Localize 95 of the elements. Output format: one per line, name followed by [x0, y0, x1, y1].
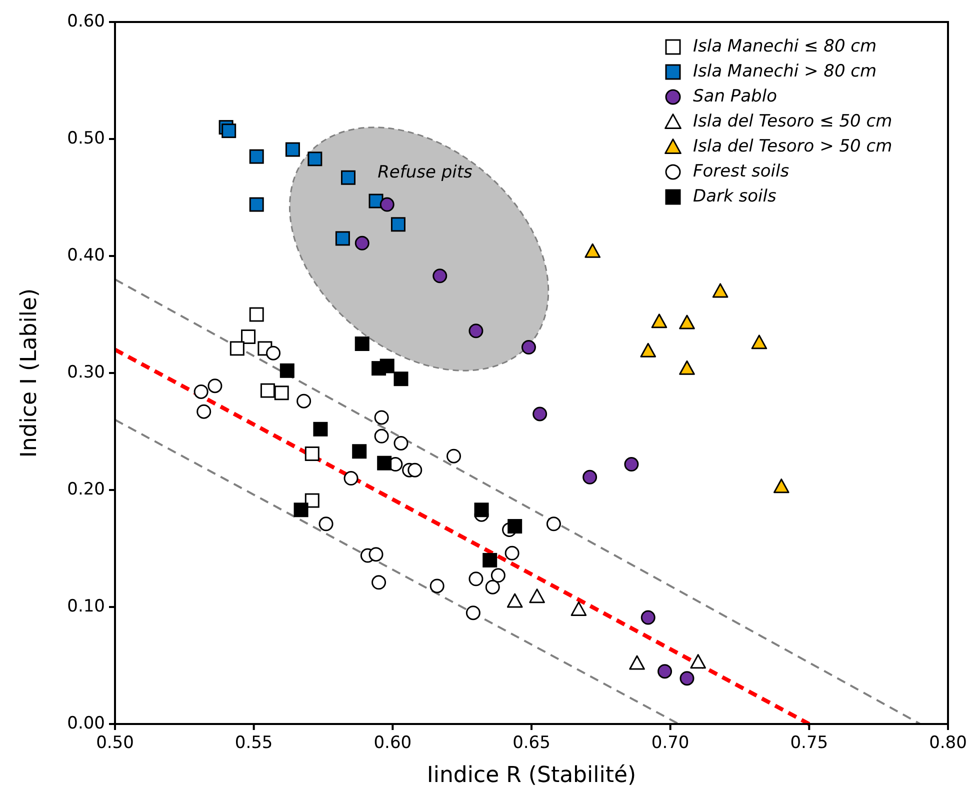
point	[352, 444, 367, 459]
x-tick-label: 0.50	[96, 733, 134, 753]
point	[368, 547, 384, 562]
legend-label: Isla del Tesoro ≤ 50 cm	[693, 112, 892, 132]
point	[377, 456, 392, 470]
point	[640, 610, 656, 625]
point	[354, 336, 370, 351]
point	[230, 341, 244, 356]
point	[504, 546, 520, 560]
annotation: Refuse pits	[378, 162, 473, 183]
point	[474, 502, 489, 518]
point	[584, 243, 600, 258]
point	[468, 324, 484, 338]
point	[266, 346, 281, 360]
point	[194, 384, 208, 399]
point	[546, 516, 561, 532]
point	[490, 568, 506, 583]
point	[482, 552, 498, 568]
y-tick-label: 0.00	[67, 714, 105, 734]
point	[690, 654, 706, 669]
legend-label: Isla del Tesoro > 50 cm	[693, 136, 892, 157]
point	[374, 410, 389, 425]
legend-label: Isla Manechi ≤ 80 cm	[693, 36, 877, 57]
x-axis-title: Iindice R (Stabilité)	[426, 763, 636, 788]
point	[679, 314, 695, 330]
point	[318, 516, 334, 532]
point	[249, 149, 264, 164]
point	[380, 358, 394, 374]
point	[432, 268, 448, 284]
point	[241, 329, 256, 344]
x-tick-label: 0.80	[929, 733, 967, 753]
point	[304, 446, 320, 461]
x-tick-label: 0.70	[651, 733, 690, 753]
point	[532, 406, 548, 422]
point	[466, 606, 480, 620]
point	[629, 655, 645, 670]
point	[380, 197, 394, 212]
point	[304, 493, 320, 508]
legend-label: San Pablo	[693, 86, 777, 107]
point	[508, 519, 522, 534]
y-tick-label: 0.60	[67, 12, 105, 32]
point	[446, 448, 462, 464]
point	[294, 502, 308, 518]
x-tick-label: 0.65	[512, 733, 550, 753]
point	[651, 314, 668, 328]
y-tick-label: 0.40	[67, 246, 105, 266]
point	[394, 436, 408, 450]
point	[774, 478, 790, 494]
point	[408, 462, 422, 478]
legend-label: Forest soils	[693, 162, 790, 182]
point	[582, 470, 598, 484]
point	[751, 334, 768, 350]
point	[249, 307, 264, 322]
point	[374, 428, 389, 444]
point	[529, 588, 545, 604]
y-axis-title: Indice I (Labile)	[17, 288, 42, 458]
point	[712, 283, 728, 298]
point	[335, 231, 350, 246]
point	[280, 363, 294, 378]
point	[308, 152, 322, 166]
y-tick-label: 0.20	[67, 480, 105, 500]
point	[640, 342, 656, 358]
point	[624, 457, 639, 472]
point	[680, 671, 694, 686]
point	[196, 404, 212, 419]
y-tick-label: 0.30	[67, 362, 105, 383]
point	[679, 360, 695, 375]
point	[521, 340, 536, 355]
y-tick-label: 0.10	[67, 596, 105, 617]
point	[372, 575, 386, 590]
point	[285, 142, 300, 157]
point	[485, 580, 500, 594]
x-tick-label: 0.60	[374, 733, 412, 753]
point	[208, 378, 222, 394]
point	[222, 124, 236, 138]
point	[570, 601, 587, 616]
point	[260, 383, 275, 398]
point	[249, 197, 264, 212]
x-tick-label: 0.55	[234, 733, 273, 753]
x-tick-label: 0.75	[790, 733, 828, 753]
point	[390, 217, 406, 232]
point	[658, 664, 672, 679]
point	[430, 578, 444, 594]
point	[313, 422, 328, 436]
point	[344, 471, 358, 486]
legend-label: Dark soils	[693, 186, 776, 207]
point	[468, 572, 484, 586]
y-tick-label: 0.50	[67, 128, 105, 149]
point	[354, 236, 370, 250]
point	[296, 394, 312, 408]
point	[506, 593, 523, 608]
point	[274, 386, 289, 400]
legend-label: Isla Manechi > 80 cm	[693, 62, 877, 82]
point	[340, 170, 356, 185]
point	[394, 372, 408, 386]
